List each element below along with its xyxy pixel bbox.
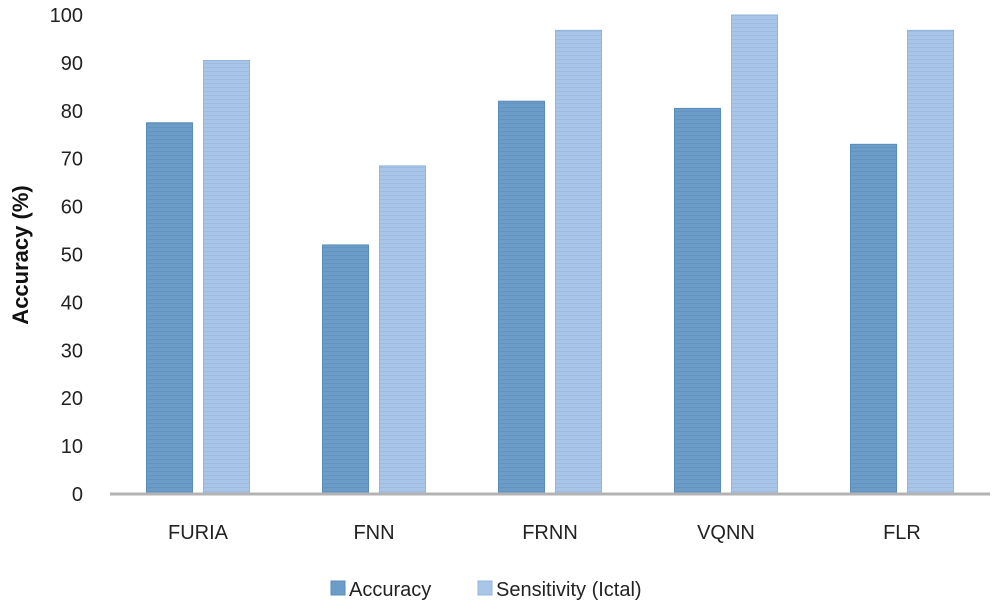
- bar-accuracy-vqnn: [674, 107, 721, 495]
- y-tick-label: 90: [61, 53, 83, 75]
- y-tick-label: 30: [61, 340, 83, 362]
- legend-label: Accuracy: [349, 579, 431, 601]
- x-tick-label: FNN: [353, 522, 394, 544]
- bar-accuracy-frnn: [498, 100, 545, 495]
- bar-sensitivity-ictal-furia: [203, 60, 250, 495]
- y-tick-label: 60: [61, 197, 83, 219]
- y-tick-label: 100: [50, 5, 83, 27]
- y-tick-label: 70: [61, 149, 83, 171]
- bar-sensitivity-ictal-fnn: [379, 165, 426, 495]
- x-tick-label: FLR: [883, 522, 921, 544]
- y-axis-label: Accuracy (%): [8, 185, 33, 324]
- x-tick-label: VQNN: [697, 522, 755, 544]
- bar-sensitivity-ictal-vqnn: [731, 14, 778, 495]
- legend-swatch: [477, 580, 493, 596]
- bar-accuracy-fnn: [322, 244, 369, 495]
- x-axis-categories: FURIA FNN FRNN VQNN FLR: [168, 522, 921, 544]
- bar-accuracy-flr: [850, 143, 897, 495]
- y-tick-label: 20: [61, 388, 83, 410]
- y-tick-label: 40: [61, 292, 83, 314]
- y-tick-label: 0: [72, 484, 83, 506]
- x-tick-label: FURIA: [168, 522, 229, 544]
- bar-sensitivity-ictal-flr: [907, 29, 954, 495]
- legend-swatch: [330, 580, 346, 596]
- x-tick-label: FRNN: [522, 522, 578, 544]
- y-axis-ticks: 0 10 20 30 40 50 60 70 80 90 100: [50, 5, 83, 506]
- legend: Accuracy Sensitivity (Ictal): [330, 579, 642, 601]
- bar-accuracy-furia: [146, 122, 193, 495]
- bar-sensitivity-ictal-frnn: [555, 29, 602, 495]
- bars: [146, 14, 954, 495]
- y-tick-label: 10: [61, 436, 83, 458]
- y-tick-label: 50: [61, 245, 83, 267]
- legend-label: Sensitivity (Ictal): [496, 579, 642, 601]
- y-tick-label: 80: [61, 101, 83, 123]
